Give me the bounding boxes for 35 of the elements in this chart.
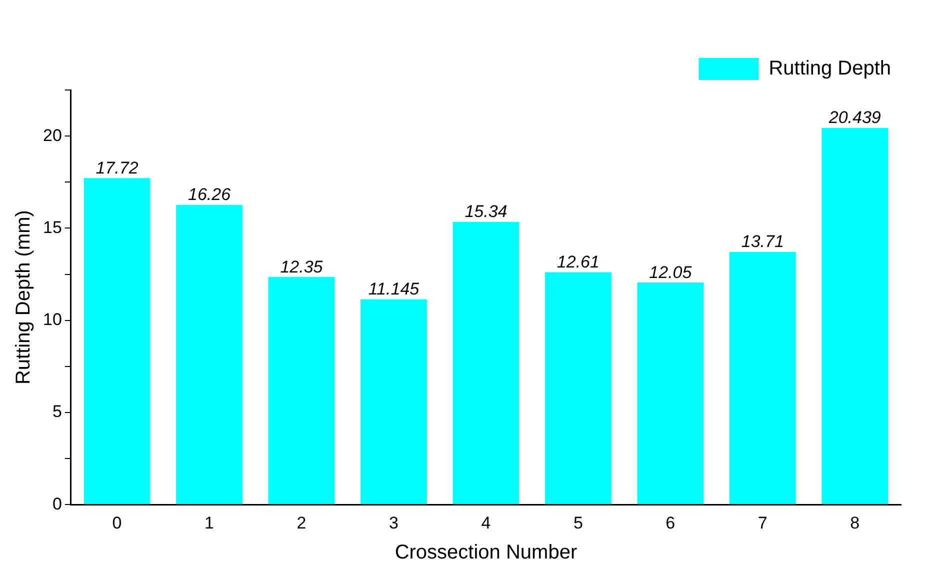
data-label: 12.35 xyxy=(280,257,324,276)
data-label: 17.72 xyxy=(96,158,139,178)
data-label: 11.145 xyxy=(368,279,420,298)
x-tick-label: 8 xyxy=(850,513,860,532)
bar xyxy=(822,128,888,504)
x-tick-label: 3 xyxy=(388,513,398,532)
bar xyxy=(637,282,704,504)
x-tick-label: 0 xyxy=(112,513,122,532)
x-tick-label: 1 xyxy=(204,513,214,532)
y-tick-label: 5 xyxy=(52,402,62,422)
bar xyxy=(452,222,520,504)
bar xyxy=(268,277,335,504)
y-tick-label: 15 xyxy=(42,218,62,237)
legend-label: Rutting Depth xyxy=(768,58,891,80)
y-axis-title: Rutting Depth (mm) xyxy=(12,210,35,385)
x-tick-label: 4 xyxy=(481,513,491,532)
y-tick-label: 10 xyxy=(42,310,62,330)
bar xyxy=(729,252,796,504)
data-label: 13.71 xyxy=(741,232,784,252)
bar xyxy=(360,299,427,504)
x-tick-label: 6 xyxy=(666,513,676,532)
data-label: 12.61 xyxy=(556,252,600,272)
bar xyxy=(176,204,242,504)
y-tick-label: 0 xyxy=(52,494,62,514)
data-label: 15.34 xyxy=(464,202,508,222)
bar xyxy=(84,178,150,504)
y-tick-label: 20 xyxy=(42,126,62,145)
x-tick-label: 7 xyxy=(758,513,768,532)
data-label: 20.439 xyxy=(828,108,882,128)
x-tick-label: 2 xyxy=(296,513,306,532)
data-label: 12.05 xyxy=(649,262,692,282)
bar xyxy=(544,272,612,504)
x-tick-label: 5 xyxy=(573,513,583,532)
x-axis-title: Crossection Number xyxy=(394,542,578,564)
data-label: 16.26 xyxy=(188,185,232,204)
